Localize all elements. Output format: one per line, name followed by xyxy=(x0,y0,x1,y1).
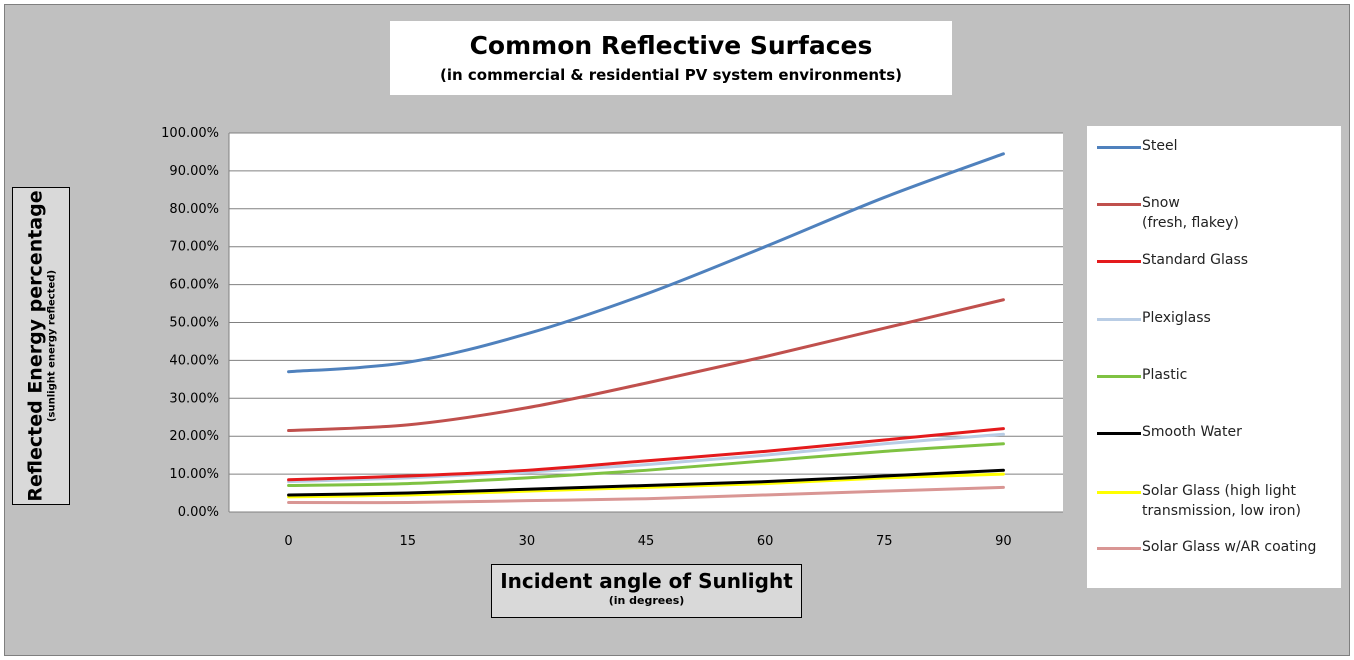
series-line-solar-glass-w-ar-coating xyxy=(287,485,1005,505)
legend-label: Plexiglass xyxy=(1142,310,1211,326)
legend-swatch xyxy=(1097,318,1141,321)
x-tick-label: 60 xyxy=(757,534,774,549)
series-line-plastic xyxy=(287,442,1005,487)
x-tick-label: 30 xyxy=(519,534,536,549)
chart-subtitle: (in commercial & residential PV system e… xyxy=(439,66,903,84)
y-tick-label: 0.00% xyxy=(178,505,219,520)
x-axis-subtitle: (in degrees) xyxy=(608,594,685,607)
legend-label: Steel xyxy=(1142,138,1178,154)
y-tick-label: 30.00% xyxy=(169,391,219,406)
chart-title: Common Reflective Surfaces xyxy=(469,31,873,60)
legend-label: Standard Glass xyxy=(1142,252,1249,268)
legend-label: Solar Glass (high light transmission, lo… xyxy=(1142,483,1301,519)
series-line-snow xyxy=(287,298,1005,433)
series-line-solar-glass-high-light-transmission-low-iron xyxy=(287,472,1005,499)
x-tick-label: 75 xyxy=(876,534,893,549)
y-axis-title: Reflected Energy percentage xyxy=(24,190,47,502)
legend-label: Snow (fresh, flakey) xyxy=(1142,195,1239,231)
x-tick-label: 15 xyxy=(399,534,416,549)
series-line-steel xyxy=(287,152,1005,374)
y-tick-label: 40.00% xyxy=(169,353,219,368)
legend-swatch xyxy=(1097,260,1141,263)
x-tick-label: 0 xyxy=(284,534,292,549)
legend-label: Smooth Water xyxy=(1142,424,1242,440)
series-line-standard-glass xyxy=(287,427,1005,482)
chart-title-box: Common Reflective Surfaces (in commercia… xyxy=(390,21,952,95)
y-axis-title-box: Reflected Energy percentage (sunlight en… xyxy=(12,187,70,505)
y-axis-subtitle: (sunlight energy reflected) xyxy=(46,269,58,423)
y-tick-label: 80.00% xyxy=(169,202,219,217)
y-tick-label: 20.00% xyxy=(169,429,219,444)
y-tick-label: 90.00% xyxy=(169,164,219,179)
legend-swatch xyxy=(1097,491,1141,494)
x-tick-label: 45 xyxy=(638,534,655,549)
legend-swatch xyxy=(1097,203,1141,206)
legend-label: Plastic xyxy=(1142,367,1188,383)
y-tick-label: 50.00% xyxy=(169,316,219,331)
legend-swatch xyxy=(1097,547,1141,550)
y-tick-label: 70.00% xyxy=(169,240,219,255)
legend-swatch xyxy=(1097,432,1141,435)
series-line-smooth-water xyxy=(287,468,1005,497)
x-tick-label: 90 xyxy=(995,534,1012,549)
x-axis-title-box: Incident angle of Sunlight (in degrees) xyxy=(491,564,802,618)
legend-label: Solar Glass w/AR coating xyxy=(1142,539,1317,555)
series-line-plexiglass xyxy=(287,432,1005,484)
legend-swatch xyxy=(1097,146,1141,149)
legend: Steel Snow (fresh, flakey) Standard Glas… xyxy=(1087,126,1341,588)
y-tick-label: 100.00% xyxy=(161,126,219,141)
x-axis-title: Incident angle of Sunlight xyxy=(500,569,793,593)
y-tick-label: 10.00% xyxy=(169,467,219,482)
y-tick-label: 60.00% xyxy=(169,278,219,293)
legend-swatch xyxy=(1097,375,1141,378)
